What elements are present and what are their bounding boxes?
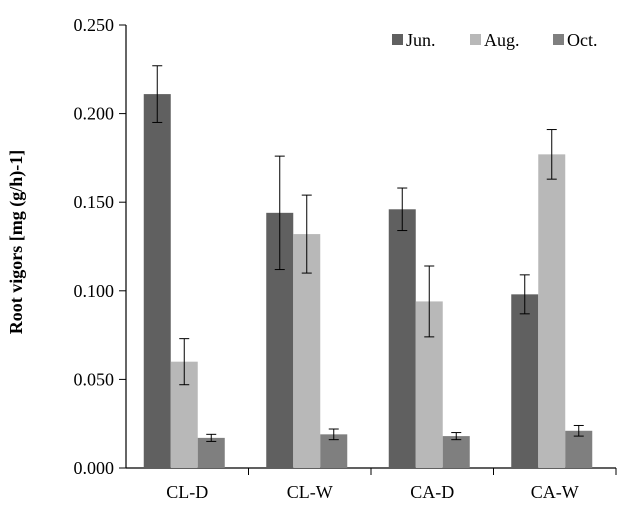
y-axis: 0.000 0.050 0.100 0.150 0.200 0.250: [74, 15, 127, 478]
x-tick-label: CL-D: [166, 482, 208, 502]
bar: [565, 430, 593, 468]
bar: [511, 294, 539, 468]
bar: [197, 437, 225, 468]
x-axis: CL-D CL-W CA-D CA-W: [126, 467, 617, 502]
error-bars: [152, 65, 584, 442]
legend-label: Jun.: [406, 30, 436, 50]
y-tick-label: 0.200: [74, 104, 115, 124]
legend-swatch: [553, 34, 564, 45]
x-tick-label: CA-D: [410, 482, 454, 502]
bar: [388, 209, 416, 468]
bar: [442, 436, 470, 468]
x-tick-label: CA-W: [531, 482, 579, 502]
y-tick-label: 0.250: [74, 15, 115, 35]
legend-label: Aug.: [484, 30, 520, 50]
x-tick-label: CL-W: [287, 482, 333, 502]
y-tick-label: 0.150: [74, 192, 115, 212]
y-axis-title: Root vigors [mg (g/h)-1]: [6, 150, 27, 334]
legend-swatch: [392, 34, 403, 45]
legend: Jun. Aug. Oct.: [392, 30, 598, 50]
y-tick-label: 0.100: [74, 281, 115, 301]
y-tick-label: 0.000: [74, 458, 115, 478]
y-tick-label: 0.050: [74, 369, 115, 389]
legend-swatch: [470, 34, 481, 45]
bars: [143, 94, 593, 468]
bar: [538, 154, 566, 468]
legend-label: Oct.: [567, 30, 598, 50]
bar: [143, 94, 171, 468]
